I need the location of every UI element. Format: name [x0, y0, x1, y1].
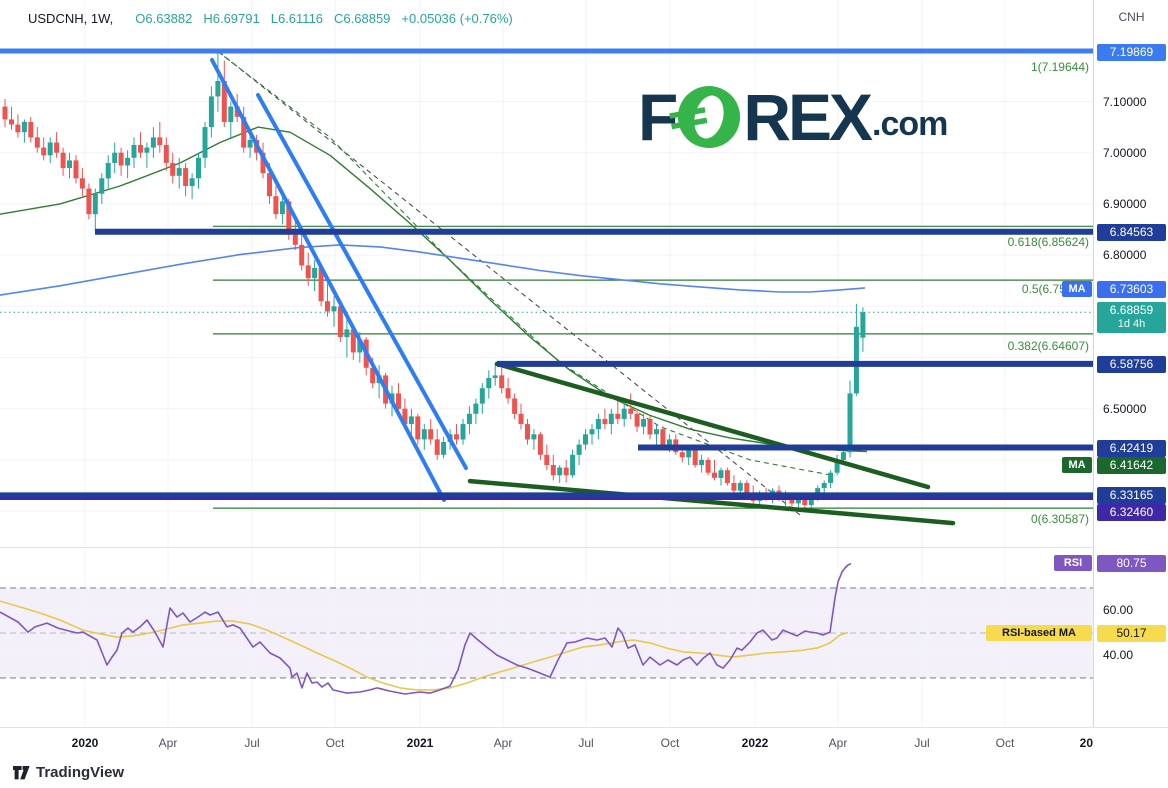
- price-axis-label: 6.80000: [1103, 248, 1147, 262]
- time-axis-label: Jul: [578, 736, 594, 750]
- watermark-dotcom: .com: [872, 104, 948, 143]
- time-axis-label: Apr: [828, 736, 848, 750]
- bottom-bar: TradingView: [0, 757, 1168, 788]
- price-axis-badge: 6.73603: [1097, 281, 1166, 298]
- price-axis-badge: 7.19869: [1097, 44, 1166, 61]
- price-axis[interactable]: CNH 7.10000 7.00000 6.90000 6.80000 6.50000 6…: [1093, 0, 1168, 757]
- rsi-pane-canvas[interactable]: [0, 547, 1093, 727]
- current-price-badge: 6.68859 1d 4h: [1097, 302, 1166, 333]
- axis-currency-label: CNH: [1118, 10, 1145, 24]
- time-axis-label: Apr: [158, 736, 178, 750]
- price-axis-label: 7.00000: [1103, 146, 1147, 160]
- price-axis-badge: 80.75: [1097, 555, 1166, 572]
- time-axis-label: Apr: [493, 736, 513, 750]
- chart-legend: USDCNH, 1W, O6.63882 H6.69791 L6.61116 C6.68…: [28, 11, 513, 26]
- symbol-title[interactable]: USDCNH, 1W,: [28, 11, 114, 26]
- price-axis-label: 60.00: [1103, 603, 1134, 617]
- fib-level-label: 0.618(6.85624): [1007, 235, 1089, 249]
- fib-level-label: 0.382(6.64607): [1007, 339, 1089, 353]
- time-axis-label: Jul: [244, 736, 260, 750]
- time-axis-label: 2021: [406, 736, 434, 750]
- forex-o-coin-icon: [669, 85, 741, 149]
- watermark-letter-f: F: [638, 80, 678, 154]
- tradingview-label: TradingView: [36, 764, 125, 781]
- ohlc-value: L6.61116: [270, 11, 324, 26]
- ohlc-value: C6.68859: [334, 11, 391, 26]
- fib-level-label: 0(6.30587): [1030, 512, 1089, 526]
- time-axis-label: 2023: [1079, 736, 1093, 750]
- time-axis-label: Oct: [995, 736, 1015, 750]
- price-axis-badge: 6.33165: [1097, 487, 1166, 504]
- price-axis-badge: 6.42419: [1097, 440, 1166, 457]
- ohlc-value: +0.05036 (+0.76%): [401, 11, 513, 26]
- fib-level-label: 1(7.19644): [1030, 60, 1089, 74]
- price-axis-label: 40.00: [1103, 648, 1134, 662]
- price-chart-canvas[interactable]: [0, 0, 1093, 547]
- time-axis-label: 2022: [741, 736, 769, 750]
- price-axis-badge: 6.41642: [1097, 457, 1166, 474]
- time-axis-label: 2020: [71, 736, 99, 750]
- watermark-rex: REX: [743, 80, 873, 154]
- price-axis-label: 6.50000: [1103, 402, 1147, 416]
- price-axis-badge: 6.84563: [1097, 224, 1166, 241]
- price-axis-badge: 6.32460: [1097, 504, 1166, 521]
- ohlc-value: H6.69791: [203, 11, 260, 26]
- price-axis-label: 7.10000: [1103, 95, 1147, 109]
- time-axis-label: Jul: [914, 736, 930, 750]
- forex-com-watermark: F REX .com: [638, 80, 948, 154]
- tradingview-attribution-link[interactable]: TradingView: [13, 764, 124, 781]
- indicator-chip: MA: [1062, 457, 1092, 473]
- time-axis-label: Oct: [660, 736, 680, 750]
- indicator-chip: RSI: [1054, 555, 1092, 571]
- ohlc-value: O6.63882: [135, 11, 193, 26]
- time-axis[interactable]: 2020 Apr Jul Oct 2021 Apr Jul Oct 2022 Apr Jul Oct 2…: [0, 727, 1168, 758]
- indicator-chip: MA: [1062, 281, 1092, 297]
- price-axis-badge: 6.58756: [1097, 356, 1166, 373]
- tradingview-logo-icon: [13, 765, 30, 780]
- time-axis-label: Oct: [325, 736, 345, 750]
- price-axis-badge: 50.17: [1097, 625, 1166, 642]
- indicator-chip: RSI-based MA: [986, 625, 1092, 641]
- pane-separator[interactable]: [0, 547, 1168, 548]
- ohlc-values: O6.63882 H6.69791 L6.61116 C6.68859 +0.05036…: [113, 11, 513, 26]
- price-axis-label: 6.90000: [1103, 197, 1147, 211]
